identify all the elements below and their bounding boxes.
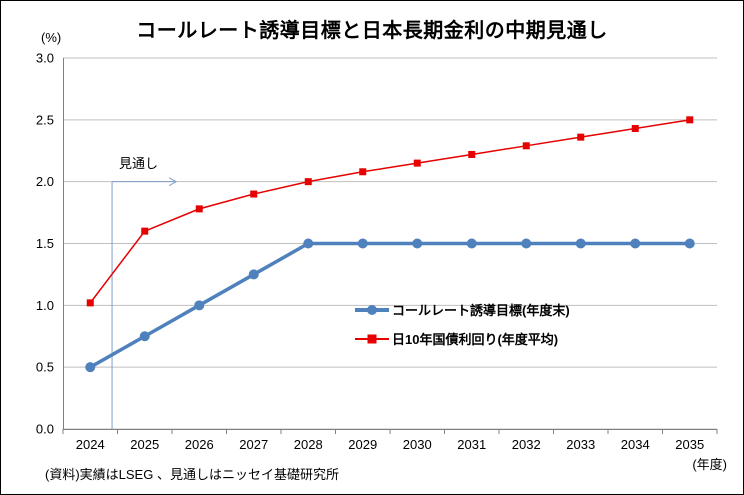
svg-text:2029: 2029 xyxy=(348,437,377,452)
svg-text:2031: 2031 xyxy=(457,437,486,452)
svg-text:2033: 2033 xyxy=(566,437,595,452)
svg-text:2.5: 2.5 xyxy=(36,112,54,127)
source-note: (資料)実績はLSEG 、見通しはニッセイ基礎研究所 xyxy=(45,467,339,482)
svg-text:1.0: 1.0 xyxy=(36,298,54,313)
legend-label-jgb-yield: 日10年国債利回り(年度平均) xyxy=(392,332,559,347)
svg-text:0.5: 0.5 xyxy=(36,360,54,375)
legend-item-call-rate-target: コールレート誘導目標(年度末) xyxy=(355,300,570,319)
chart-title: コールレート誘導目標と日本長期金利の中期見通し xyxy=(136,20,608,42)
svg-text:2028: 2028 xyxy=(294,437,323,452)
svg-text:2032: 2032 xyxy=(512,437,541,452)
legend-label-call-rate-target: コールレート誘導目標(年度末) xyxy=(392,303,570,318)
legend-line-circle-marker-icon xyxy=(355,304,389,316)
svg-text:3.0: 3.0 xyxy=(36,51,54,66)
svg-text:2027: 2027 xyxy=(239,437,268,452)
x-axis-unit-label: (年度) xyxy=(692,457,727,472)
forecast-annotation-label: 見通し xyxy=(119,156,159,171)
svg-text:2024: 2024 xyxy=(76,437,105,452)
svg-text:2035: 2035 xyxy=(675,437,704,452)
svg-text:2026: 2026 xyxy=(185,437,214,452)
svg-text:0.0: 0.0 xyxy=(36,422,54,437)
svg-text:2025: 2025 xyxy=(130,437,159,452)
legend-line-square-marker-icon xyxy=(355,333,389,345)
svg-text:2030: 2030 xyxy=(403,437,432,452)
legend: コールレート誘導目標(年度末) 日10年国債利回り(年度平均) xyxy=(355,300,570,348)
svg-text:2.0: 2.0 xyxy=(36,174,54,189)
svg-text:2034: 2034 xyxy=(621,437,650,452)
y-axis-unit-label: (%) xyxy=(41,30,62,45)
svg-text:1.5: 1.5 xyxy=(36,236,54,251)
legend-item-jgb-yield: 日10年国債利回り(年度平均) xyxy=(355,329,570,348)
